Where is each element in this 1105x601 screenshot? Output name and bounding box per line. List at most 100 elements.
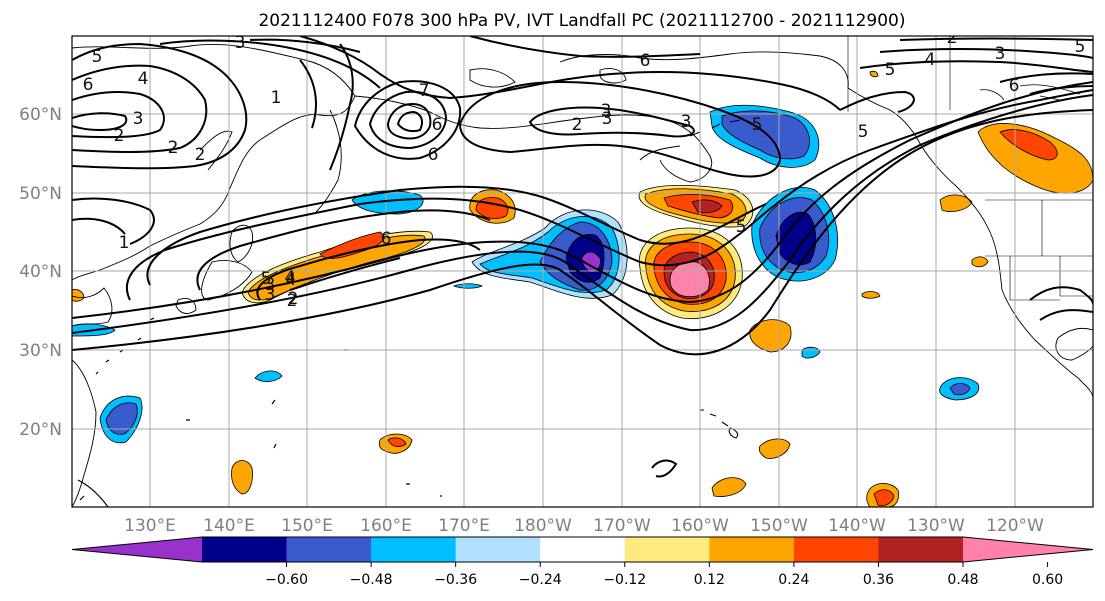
positive-anomaly-blob [939,194,973,212]
contour-label: 2 [287,291,298,311]
colorbar-extend-high [963,537,1093,562]
colorbar-tick-label: −0.48 [350,572,393,588]
contour-label: 2 [947,28,958,48]
colorbar-tick-label: −0.60 [265,572,308,588]
contour-label: 5 [736,217,747,237]
colorbar-tick-label: 0.48 [947,572,978,588]
lon-label: 120°W [986,516,1044,536]
contour-label: 7 [419,81,430,101]
negative-anomaly-blob [99,395,143,444]
colorbar-tick-label: 0.24 [778,572,809,588]
pv-contours [72,36,1093,478]
contour-label: 3 [133,109,144,129]
contour-label: 5 [885,60,896,80]
lon-label: 180°W [514,516,572,536]
longitude-labels: 130°E 140°E 150°E 160°E 170°E 180°W 170°… [124,516,1044,536]
colorbar-tick-label: 0.36 [863,572,894,588]
colorbar-segment [371,537,457,562]
contour-label: 3 [265,285,276,305]
lon-label: 150°W [750,516,808,536]
contour-label: 6 [432,115,443,135]
negative-anomaly-blob [254,370,283,382]
contour-label: 3 [235,33,246,53]
negative-anomaly-blob [939,377,980,401]
positive-anomaly-blob [749,319,792,353]
lon-label: 140°W [828,516,886,536]
positive-anomaly-blob [977,123,1093,194]
contour-label: 4 [925,50,936,70]
contour-label: 2 [288,289,299,309]
colorbar-tick-label: 0.12 [694,572,725,588]
contour-label: 3 [681,112,692,132]
colorbar-segment [878,537,964,562]
contour-label: 5 [261,269,272,289]
colorbar-extend-low [72,537,202,562]
colorbar-segment [624,537,710,562]
contour-label: 3 [602,109,613,129]
lon-label: 170°W [593,516,651,536]
positive-anomaly-blob [241,230,433,304]
contour-label: 6 [640,51,651,71]
contour-label: 6 [381,229,392,249]
colorbar-segment [540,537,626,562]
positive-anomaly-blob [711,477,747,497]
colorbar-segment [793,537,879,562]
colorbar-tick-label: 0.60 [1032,572,1063,588]
colorbar-tick-label: −0.36 [434,572,477,588]
contour-label: 5 [858,122,869,142]
contour-label: 2 [572,115,583,135]
negative-anomaly-blob [351,190,424,215]
lat-label: 50°N [19,184,62,204]
positive-anomaly-blob [873,489,895,506]
map-content: 3 5 6 4 6 2 3 1 2 3 2 1 7 6 5 2 3 2 3 4 … [72,28,1093,507]
contour-label: 3 [995,44,1006,64]
contour-label: 4 [286,270,297,290]
colorbar-segment [286,537,372,562]
lon-label: 160°W [671,516,729,536]
lat-label: 20°N [19,420,62,440]
contour-label: 2 [195,145,206,165]
colorbar-segment [455,537,541,562]
contour-label: 3 [265,275,276,295]
positive-anomaly-blob [231,460,253,495]
negative-anomaly-blob [452,283,484,289]
colorbar-outline [71,536,1094,563]
negative-anomaly-blob [751,187,838,282]
positive-anomaly-blob [861,291,881,299]
colorbar-segment [202,537,288,562]
contour-label: 3 [601,101,612,121]
positive-anomaly-blob [971,256,989,268]
contour-label: 5 [92,47,103,67]
contour-label: 1 [271,88,282,108]
colorbar: −0.60 −0.48 −0.36 −0.24 −0.12 0.12 0.24 0.36 0.4… [71,536,1094,588]
colorbar-tick-label: −0.24 [519,572,562,588]
lon-label: 130°E [124,516,176,536]
map-frame [71,35,1094,508]
contour-label: 5 [1075,37,1086,57]
colorbar-segment [709,537,795,562]
contour-label: 6 [83,75,94,95]
map-title: 2021112400 F078 300 hPa PV, IVT Landfall… [258,11,905,31]
contour-label: 4 [138,69,149,89]
graticule [72,36,1093,507]
lon-label: 130°W [907,516,965,536]
lon-label: 140°E [203,516,255,536]
lat-label: 40°N [19,262,62,282]
latitude-labels: 60°N 50°N 40°N 30°N 20°N [19,105,62,440]
contour-label: 6 [1009,76,1020,96]
positive-anomaly-blob [638,184,754,228]
contour-label: 4 [285,268,296,288]
coastlines [72,36,1093,507]
contour-label: 1 [119,233,130,253]
lon-label: 150°E [281,516,333,536]
positive-anomaly-blob [758,438,791,459]
positive-anomaly-blob [869,70,879,78]
lon-label: 160°E [360,516,412,536]
lat-label: 60°N [19,105,62,125]
lat-label: 30°N [19,341,62,361]
contour-label: 5 [752,115,763,135]
contour-labels: 3 5 6 4 6 2 3 1 2 3 2 1 7 6 5 2 3 2 3 4 … [83,28,1086,311]
contour-label: 2 [114,126,125,146]
positive-anomaly-blob [387,437,407,448]
